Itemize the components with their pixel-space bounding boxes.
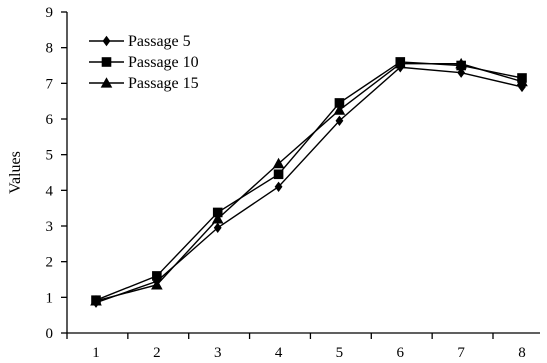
legend-marker-triangle — [100, 77, 113, 88]
legend-label: Passage 10 — [128, 54, 199, 71]
data-point-diamond — [335, 115, 344, 126]
series-line — [95, 61, 523, 301]
data-point-triangle — [394, 57, 407, 69]
data-point-triangle — [151, 279, 163, 290]
legend-label: Passage 5 — [128, 33, 191, 50]
data-point-diamond — [518, 81, 526, 93]
series-triangle — [90, 57, 528, 306]
legend-marker-diamond — [102, 35, 111, 47]
data-point-triangle — [333, 104, 346, 115]
y-tick-label: 5 — [46, 148, 54, 164]
x-tick-label: 1 — [92, 345, 100, 361]
x-tick-label: 2 — [153, 345, 161, 361]
y-tick-label: 4 — [46, 183, 54, 199]
series-layer — [90, 57, 528, 308]
legend-item: Passage 5 — [89, 33, 191, 50]
data-point-triangle — [211, 213, 224, 224]
y-tick-label: 9 — [46, 5, 54, 21]
series-line — [95, 66, 523, 304]
y-tick-label: 6 — [46, 112, 54, 128]
y-axis: 0 1 2 3 4 5 6 7 8 9 — [46, 5, 68, 342]
data-point-square — [334, 98, 345, 108]
series-line — [95, 63, 523, 302]
data-point-square — [273, 169, 284, 180]
data-point-triangle — [455, 57, 467, 69]
x-axis: 1 2 3 4 5 6 7 8 — [66, 332, 540, 361]
legend-item: Passage 10 — [89, 54, 199, 71]
legend: Passage 5 Passage 10 Passage 15 — [89, 33, 199, 92]
data-point-diamond — [274, 181, 283, 192]
legend-marker-square — [101, 57, 112, 67]
y-tick-label: 0 — [46, 326, 54, 342]
y-tick-label: 3 — [46, 219, 54, 235]
data-point-triangle — [272, 157, 285, 169]
y-tick-label: 1 — [46, 290, 54, 306]
y-axis-title: Values — [7, 151, 24, 194]
x-tick-label: 5 — [336, 345, 344, 361]
y-tick-label: 7 — [46, 76, 54, 92]
data-point-triangle — [90, 295, 102, 306]
x-tick-label: 7 — [457, 345, 465, 361]
data-point-square — [212, 207, 223, 218]
data-point-square — [152, 271, 162, 281]
data-point-triangle — [516, 75, 528, 87]
x-tick-label: 8 — [518, 345, 526, 361]
x-tick-label: 3 — [214, 345, 222, 361]
x-tick-label: 4 — [275, 345, 283, 361]
legend-label: Passage 15 — [128, 75, 199, 92]
series-diamond — [92, 62, 526, 308]
y-tick-label: 2 — [46, 255, 54, 271]
y-tick-label: 8 — [46, 41, 54, 57]
data-point-diamond — [213, 222, 222, 233]
x-tick-label: 6 — [397, 345, 405, 361]
series-square — [91, 57, 527, 305]
legend-item: Passage 15 — [89, 75, 199, 92]
